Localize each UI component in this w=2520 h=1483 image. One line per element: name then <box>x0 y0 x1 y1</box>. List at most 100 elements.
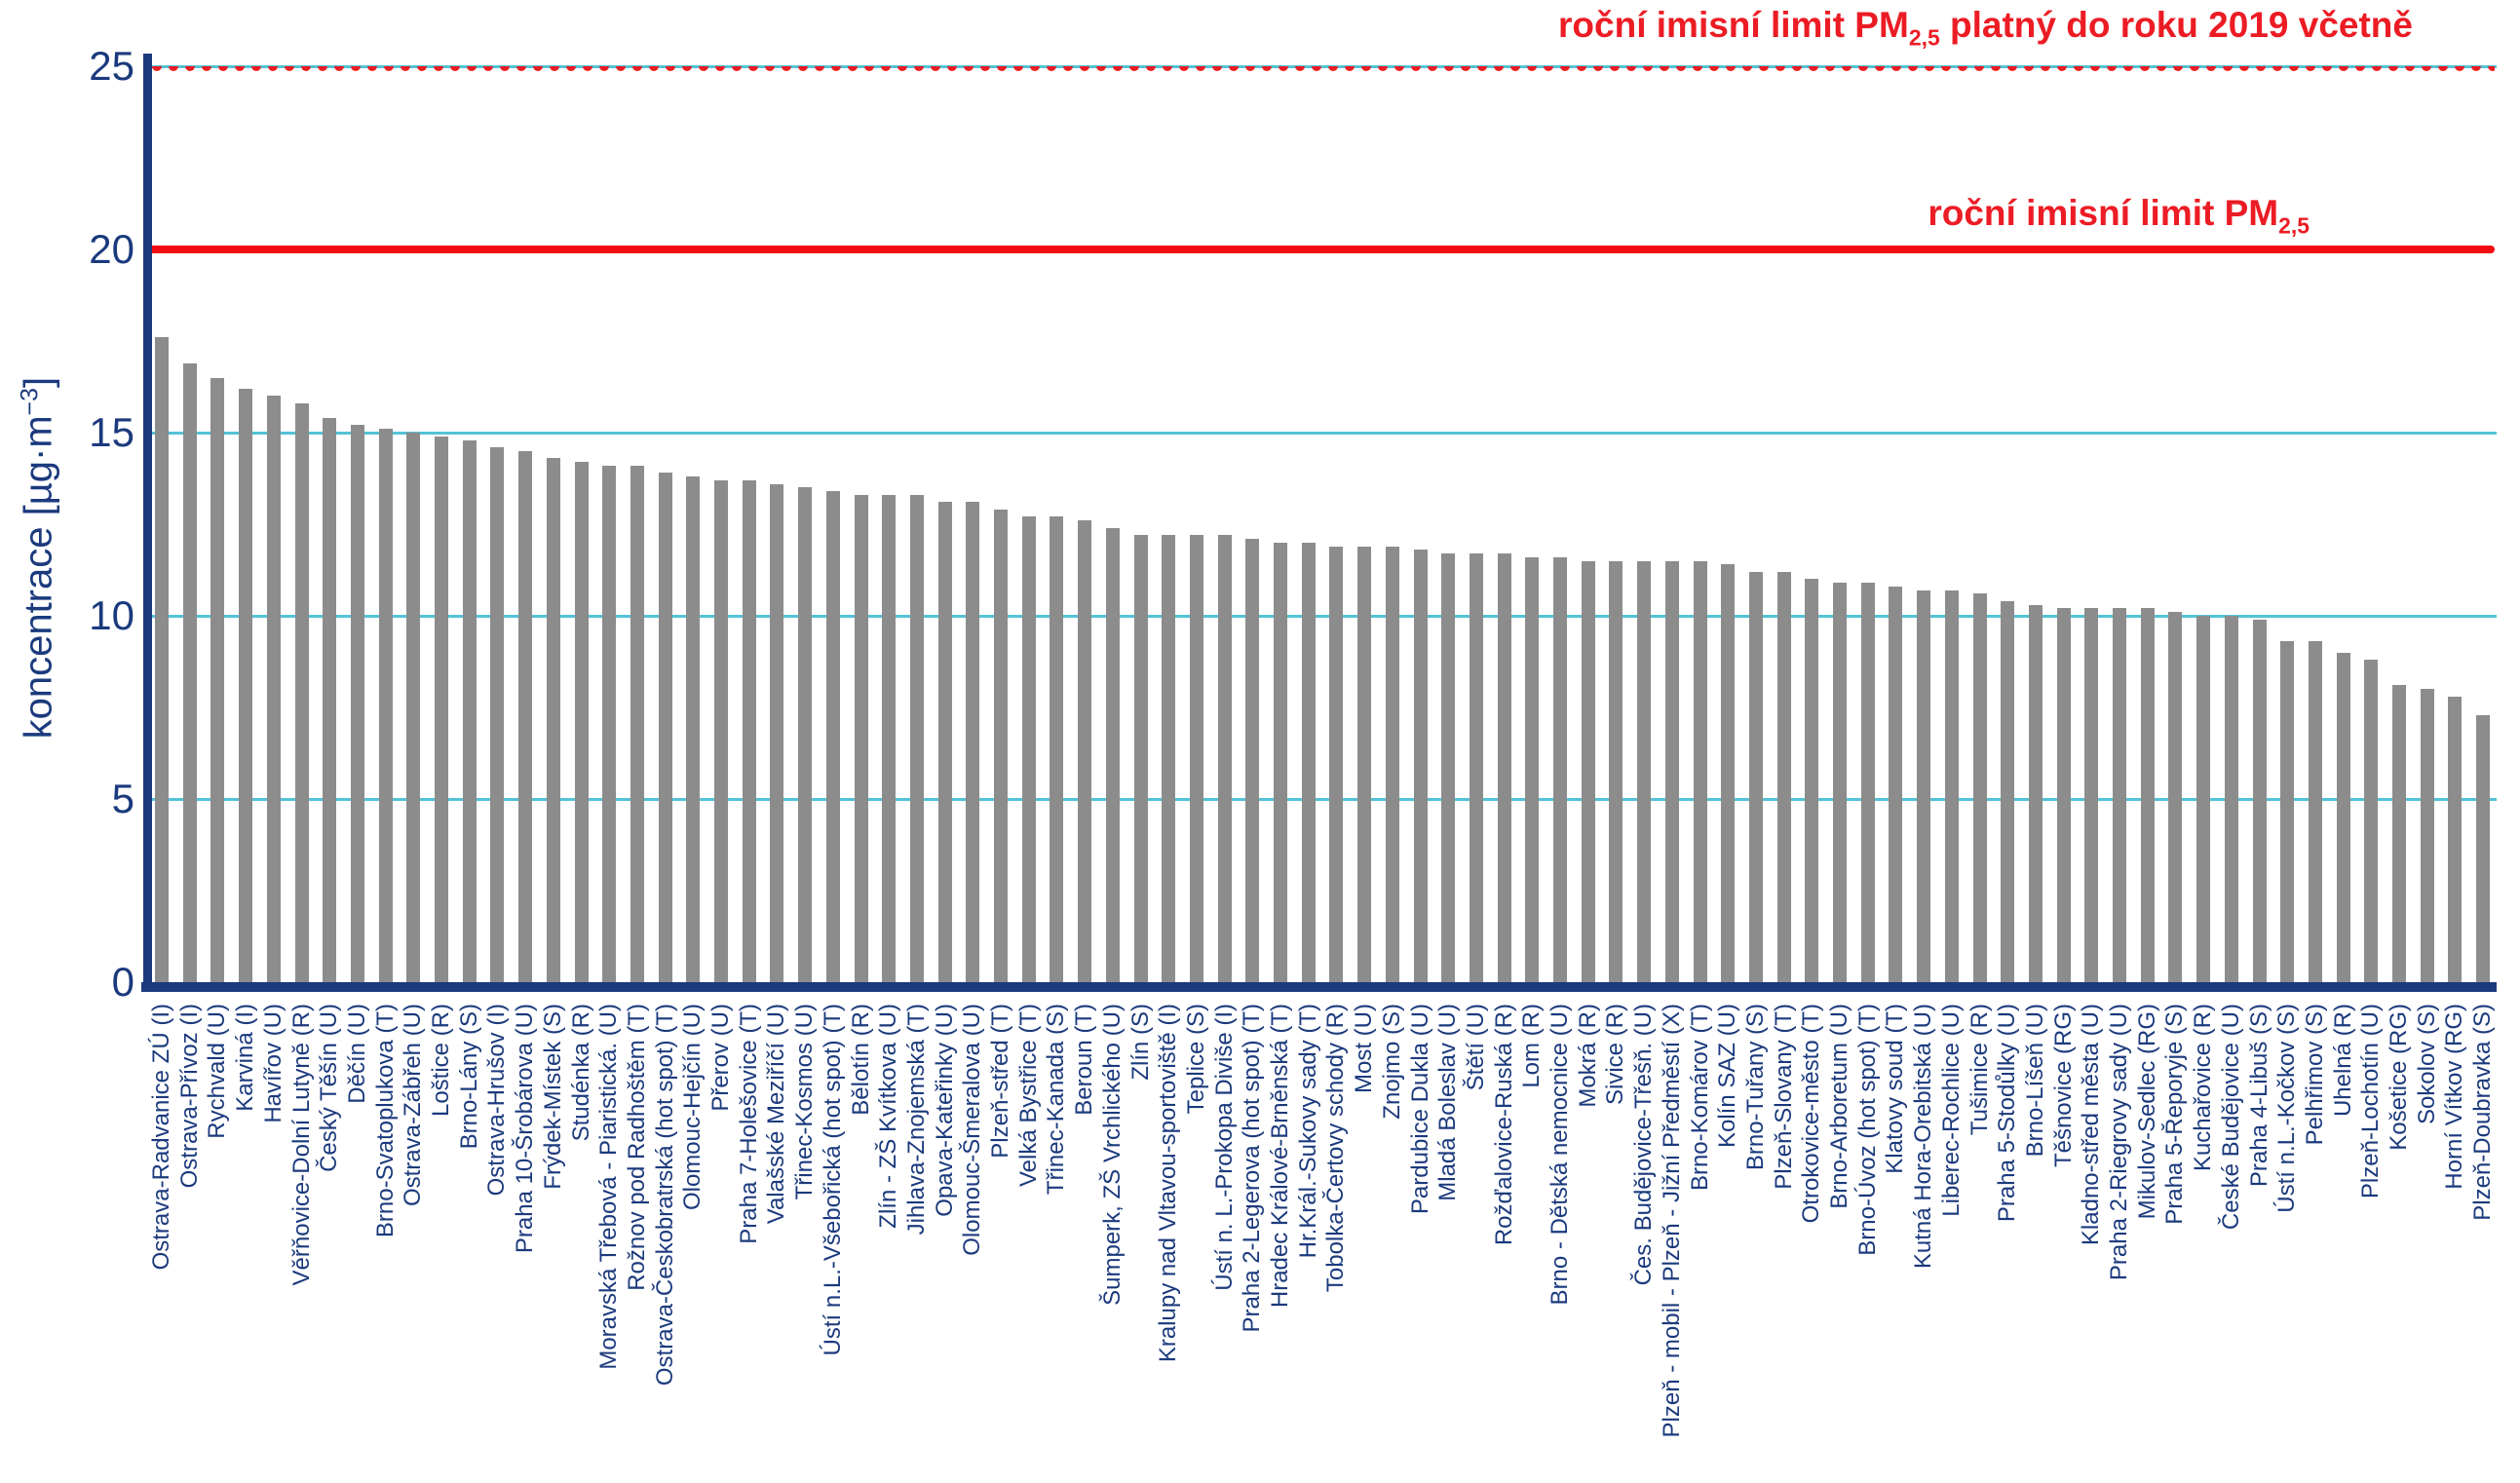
bar <box>1805 579 1819 982</box>
bar <box>825 491 840 982</box>
bar <box>1972 593 1987 982</box>
y-tick-label-15: 15 <box>89 409 134 455</box>
bar <box>2196 616 2211 982</box>
bar <box>2140 608 2155 982</box>
bar <box>2056 608 2071 982</box>
bar <box>1385 546 1399 982</box>
x-axis-label: České Budějovice (U) <box>2217 1004 2244 1231</box>
bar <box>1609 560 1623 982</box>
bar <box>1721 564 1736 982</box>
x-axis-label: Mikulov-Sedlec (RG) <box>2133 1004 2160 1220</box>
x-axis-label: Kralupy nad Vltavou-sportoviště (I) <box>1155 1004 1182 1363</box>
limit-2019-label-suffix: platný do roku 2019 včetně <box>1939 5 2413 45</box>
x-axis-label: Ostrava-Zábřeh (U) <box>400 1004 427 1207</box>
x-axis-line <box>141 982 2497 992</box>
x-axis-label: Valašské Meziříčí (U) <box>763 1004 790 1225</box>
bar <box>1217 535 1232 982</box>
x-axis-label: Brno-Tuřany (S) <box>1741 1004 1769 1171</box>
x-axis-label: Plzeň-Doubravka (S) <box>2469 1004 2497 1221</box>
bar <box>1637 560 1652 982</box>
bar <box>1833 583 1847 982</box>
gridline-15 <box>147 432 2497 435</box>
x-axis-label: Kutná Hora-Orebitská (U) <box>1910 1004 1937 1270</box>
x-axis-label: Rožďalovice-Ruská (R) <box>1490 1004 1517 1246</box>
x-axis-label: Košetice (RG) <box>2386 1004 2412 1151</box>
x-axis-label: Praha 4-Libuš (S) <box>2245 1004 2272 1188</box>
x-axis-label: Praha 10-Šrobárova (U) <box>512 1004 539 1254</box>
x-axis-label: Kladno-střed města (U) <box>2078 1004 2105 1246</box>
x-axis-label: Pelhřimov (S) <box>2301 1004 2328 1146</box>
limit-2019-annotation: roční imisní limit PM2,5 platný do roku … <box>1558 5 2413 51</box>
bar <box>294 402 309 982</box>
bar <box>1357 546 1372 982</box>
x-axis-label: Ostrava-Hrušov (I) <box>483 1004 511 1197</box>
y-axis-title-text: koncentrace [µg·m <box>17 415 60 740</box>
bar <box>182 362 197 982</box>
x-axis-label: Ostrava-Přívoz (I) <box>175 1004 203 1189</box>
x-axis-label: Šumperk, ZŠ Vrchlického (U) <box>1098 1004 1126 1306</box>
bar <box>2476 714 2491 982</box>
x-axis-label: Tušimice (R) <box>1966 1004 1993 1136</box>
bar <box>2448 696 2463 982</box>
bar <box>1301 542 1316 982</box>
limit-2019-label-text: roční imisní limit PM <box>1558 5 1909 45</box>
bar <box>266 396 281 982</box>
y-tick-label-0: 0 <box>111 959 134 1005</box>
x-axis-label: Brno-Arboretum (U) <box>1826 1004 1852 1209</box>
x-axis-label: Praha 5-Řeporyje (S) <box>2161 1004 2189 1225</box>
bar <box>1944 589 1959 982</box>
x-axis-label: Studénka (R) <box>567 1004 594 1142</box>
y-tick-label-10: 10 <box>89 592 134 638</box>
bar <box>2336 652 2350 982</box>
bar <box>2308 641 2322 982</box>
x-axis-label: Teplice (S) <box>1182 1004 1209 1115</box>
x-axis-label: Třinec-Kosmos (U) <box>791 1004 819 1200</box>
bar <box>155 337 169 982</box>
x-axis-label: Praha 5-Stodůlky (U) <box>1994 1004 2021 1223</box>
bar <box>2364 660 2379 982</box>
x-axis-label: Praha 2-Riegrovy sady (U) <box>2106 1004 2132 1281</box>
bar <box>1050 516 1064 982</box>
x-axis-label: Brno-Svatoplukova (T) <box>371 1004 399 1238</box>
bar <box>2028 604 2043 982</box>
bar <box>1441 553 1456 982</box>
x-axis-label: Třinec-Kanada (S) <box>1043 1004 1070 1196</box>
x-axis-label: Tobolka-Čertovy schody (R) <box>1322 1004 1350 1293</box>
bar <box>350 425 364 982</box>
bar <box>1133 535 1148 982</box>
x-axis-label: Most (U) <box>1351 1004 1378 1093</box>
bar <box>1245 539 1260 982</box>
bar <box>1189 535 1203 982</box>
limit-line-25-dotted <box>149 66 2495 73</box>
bar <box>798 487 813 982</box>
x-axis-label: Znojmo (S) <box>1378 1004 1405 1120</box>
x-axis-label: Ostrava-Českobratrská (hot spot) (T) <box>651 1004 678 1387</box>
bar <box>546 458 560 982</box>
x-axis-label: Zlín - ZŠ Kvítkova (U) <box>875 1004 902 1229</box>
x-axis-label: Liberec-Rochlice (U) <box>1937 1004 1965 1217</box>
bar <box>714 479 728 982</box>
bar <box>2224 616 2238 982</box>
y-axis-title: koncentrace [µg·m−3] <box>17 339 60 778</box>
x-axis-label: Karviná (I) <box>232 1004 259 1112</box>
x-axis-label: Děčín (U) <box>343 1004 370 1104</box>
bar <box>323 417 337 982</box>
bar <box>686 476 701 982</box>
gridline-5 <box>147 798 2497 801</box>
y-tick-label-20: 20 <box>89 226 134 272</box>
limit-annotation: roční imisní limit PM2,5 <box>1928 193 2310 239</box>
x-axis-label: Hradec Králové-Brněnská (T) <box>1267 1004 1293 1309</box>
x-axis-label: Uhelná (R) <box>2329 1004 2356 1118</box>
bar <box>1329 546 1344 982</box>
bar <box>2113 608 2126 982</box>
bar <box>1274 542 1287 982</box>
x-axis-label: Jihlava-Znojemská (T) <box>902 1004 930 1236</box>
x-axis-label: Velká Bystřice (T) <box>1014 1004 1042 1188</box>
x-axis-label: Brno-Lány (S) <box>455 1004 482 1150</box>
y-tick-label-5: 5 <box>111 776 134 821</box>
x-axis-label: Brno-Komárov (T) <box>1686 1004 1713 1192</box>
x-axis-label: Brno-Úvoz (hot spot) (T) <box>1853 1004 1881 1256</box>
bar <box>239 388 253 982</box>
x-axis-label: Klatovy soud (T) <box>1882 1004 1909 1174</box>
x-axis-label: Kolín SAZ (U) <box>1714 1004 1741 1149</box>
